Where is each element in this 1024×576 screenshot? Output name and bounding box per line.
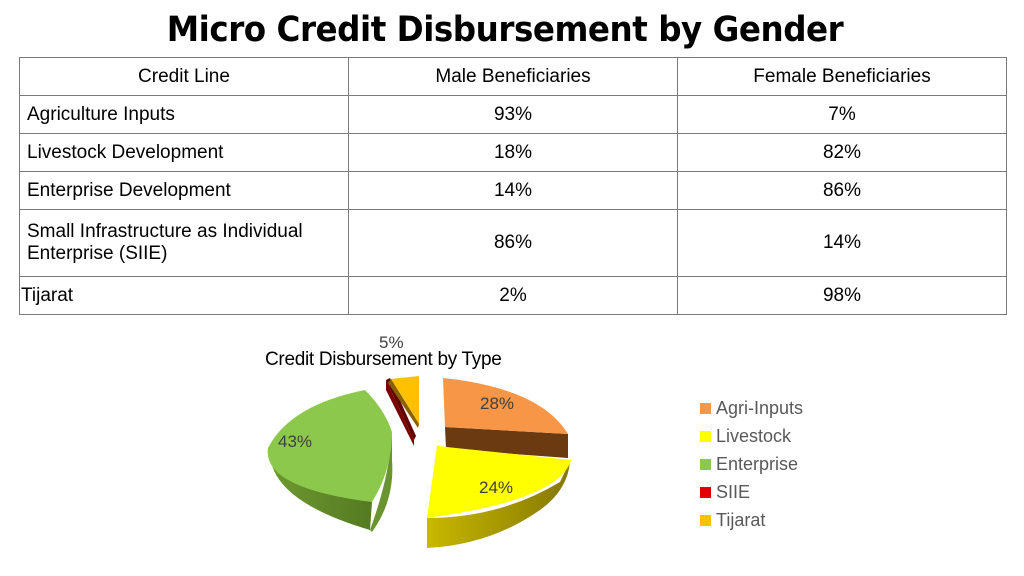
legend-swatch-icon xyxy=(700,458,711,470)
label-livestock: 24% xyxy=(479,478,514,497)
label-tijarat: 5% xyxy=(379,333,404,352)
cell-male: 14% xyxy=(348,171,678,210)
slice-livestock xyxy=(427,446,571,548)
cell-female: 14% xyxy=(677,209,1007,277)
cell-credit-line-line2: Enterprise (SIIE) xyxy=(27,243,168,264)
table-row: Agriculture Inputs 93% 7% xyxy=(19,95,1007,134)
cell-female: 86% xyxy=(677,171,1007,210)
legend-label: SIIE xyxy=(716,481,751,502)
table-row: Small Infrastructure as Individual Enter… xyxy=(19,209,1007,277)
cell-male: 86% xyxy=(348,209,678,277)
table-header-row: Credit Line Male Beneficiaries Female Be… xyxy=(19,57,1007,96)
legend-swatch-icon xyxy=(700,486,711,498)
legend-item-agri: Agri-Inputs xyxy=(700,394,803,422)
pie-chart xyxy=(267,376,571,548)
slice-tijarat xyxy=(388,376,419,428)
legend-item-enterprise: Enterprise xyxy=(700,450,803,478)
header-female: Female Beneficiaries xyxy=(677,57,1007,96)
legend-label: Livestock xyxy=(716,425,792,446)
cell-male: 2% xyxy=(348,276,678,315)
cell-credit-line: Enterprise Development xyxy=(19,171,349,210)
legend-label: Enterprise xyxy=(716,453,799,474)
legend-swatch-icon xyxy=(700,514,711,526)
legend-item-siie: SIIE xyxy=(700,478,803,506)
label-agri: 28% xyxy=(480,394,515,413)
gender-table: Credit Line Male Beneficiaries Female Be… xyxy=(19,57,1007,315)
chart-legend: Agri-Inputs Livestock Enterprise SIIE Ti… xyxy=(700,394,803,534)
legend-label: Agri-Inputs xyxy=(716,397,804,418)
cell-female: 82% xyxy=(677,133,1007,172)
legend-item-tijarat: Tijarat xyxy=(700,506,803,534)
legend-swatch-icon xyxy=(700,430,711,442)
slice-agri xyxy=(443,378,568,458)
table-row: Enterprise Development 14% 86% xyxy=(19,171,1007,210)
page-title: Micro Credit Disbursement by Gender xyxy=(166,10,844,50)
chart-title: Credit Disbursement by Type xyxy=(265,349,502,370)
slice-siie xyxy=(386,378,416,446)
cell-male: 18% xyxy=(348,133,678,172)
label-enterprise: 43% xyxy=(278,432,313,451)
cell-male: 93% xyxy=(348,95,678,134)
cell-female: 7% xyxy=(677,95,1007,134)
cell-credit-line: Tijarat xyxy=(19,276,349,315)
table-row: Livestock Development 18% 82% xyxy=(19,133,1007,172)
legend-item-livestock: Livestock xyxy=(700,422,803,450)
cell-female: 98% xyxy=(677,276,1007,315)
header-credit-line: Credit Line xyxy=(19,57,349,96)
table-row: Tijarat 2% 98% xyxy=(19,276,1007,315)
legend-swatch-icon xyxy=(700,402,711,414)
cell-credit-line: Agriculture Inputs xyxy=(19,95,349,134)
header-male: Male Beneficiaries xyxy=(348,57,678,96)
slice-enterprise xyxy=(267,390,393,532)
cell-credit-line-line1: Small Infrastructure as Individual xyxy=(27,221,303,242)
legend-label: Tijarat xyxy=(716,509,766,530)
cell-credit-line: Livestock Development xyxy=(19,133,349,172)
cell-credit-line: Small Infrastructure as Individual Enter… xyxy=(19,209,349,277)
